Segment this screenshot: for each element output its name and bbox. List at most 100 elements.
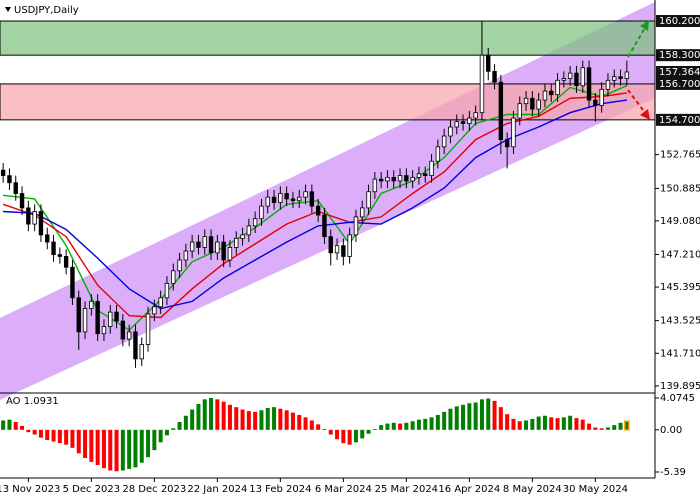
ao-bar <box>536 416 541 430</box>
candle-body <box>227 247 233 261</box>
ao-bar <box>246 411 251 430</box>
ao-bar <box>101 429 106 469</box>
candle-body <box>252 218 258 227</box>
candle-body <box>202 236 207 248</box>
candle-body <box>63 256 69 268</box>
ao-bar <box>448 408 453 430</box>
candle-body <box>82 308 88 333</box>
ao-bar <box>372 429 377 430</box>
candle-body <box>221 241 226 261</box>
candle-body <box>322 214 327 238</box>
ao-bar <box>423 418 428 430</box>
candle-body <box>108 311 113 327</box>
ao-bar <box>316 424 321 430</box>
ao-tick-label: 4.0745 <box>660 393 695 404</box>
candle-body <box>284 193 289 200</box>
candle-body <box>303 191 308 198</box>
ao-bar <box>398 423 403 430</box>
ao-bar <box>259 410 264 430</box>
ao-bar <box>542 415 547 430</box>
y-tick-label: 139.895 <box>660 381 700 392</box>
candle-body <box>593 99 598 106</box>
ao-bar <box>385 423 390 430</box>
ao-tick-label: 0.00 <box>660 425 682 436</box>
ao-bar <box>473 402 478 430</box>
plot <box>0 21 630 472</box>
ao-bar <box>524 420 529 430</box>
candle-body <box>360 207 365 218</box>
ao-bar <box>618 422 623 430</box>
level-box <box>656 113 700 126</box>
level-label: 158.300 <box>659 50 700 61</box>
level-box <box>656 49 700 62</box>
ao-bar <box>511 418 516 430</box>
x-tick-label: 16 Apr 2024 <box>438 484 500 495</box>
ao-bar <box>133 429 138 468</box>
ao-bar <box>240 409 245 430</box>
ao-bar <box>164 429 169 436</box>
candle-body <box>0 169 6 176</box>
x-tick-label: 22 Jan 2024 <box>187 484 247 495</box>
ao-bar <box>429 417 434 430</box>
ao-bar <box>51 429 56 442</box>
ao-bar <box>70 429 75 448</box>
candle-body <box>504 139 510 148</box>
candle-body <box>410 176 415 182</box>
ao-bar <box>587 423 592 430</box>
candle-body <box>315 205 321 216</box>
ao-bar <box>190 409 195 430</box>
candle-body <box>618 76 623 79</box>
level-box <box>656 65 700 78</box>
candle-body <box>530 97 535 110</box>
ao-bar <box>335 429 340 440</box>
ao-bar <box>549 417 554 430</box>
candle-body <box>523 97 529 105</box>
ao-bar <box>146 429 151 458</box>
candle-body <box>586 67 592 101</box>
ao-bar <box>498 407 503 430</box>
ao-bar <box>209 398 214 430</box>
candle-body <box>126 331 132 340</box>
y-tick-label: 141.710 <box>660 348 700 359</box>
candle-body <box>517 103 522 119</box>
ao-bar <box>64 429 69 445</box>
ao-bar <box>360 429 365 439</box>
ao-bar <box>76 429 81 454</box>
ao-bar <box>183 415 188 430</box>
x-tick-label: 13 Feb 2024 <box>249 484 311 495</box>
ao-bar <box>1 420 6 430</box>
y-tick-label: 150.885 <box>660 183 700 194</box>
ao-bar <box>158 429 163 443</box>
candle-body <box>435 146 441 162</box>
x-tick-label: 28 Dec 2023 <box>122 484 186 495</box>
candle-body <box>580 67 585 87</box>
symbol-menu[interactable] <box>5 7 11 12</box>
y-tick-label: 149.080 <box>660 216 700 227</box>
ao-bar <box>379 425 384 430</box>
ao-bar <box>612 425 617 430</box>
candle-body <box>101 326 107 335</box>
level-box <box>656 15 700 28</box>
up-arrow <box>627 25 647 58</box>
x-tick-label: 13 Nov 2023 <box>0 484 60 495</box>
candle-body <box>561 78 567 81</box>
candle-body <box>441 135 447 148</box>
candle-body <box>152 306 157 315</box>
symbol-title: USDJPY,Daily <box>14 5 79 16</box>
ao-bar <box>234 407 239 430</box>
candle-body <box>479 54 485 114</box>
candle-body <box>139 344 144 360</box>
down-arrow <box>627 89 647 115</box>
candle-body <box>57 254 63 257</box>
ao-bar <box>303 417 308 430</box>
candle-body <box>19 193 25 209</box>
ao-bar <box>95 429 100 466</box>
x-tick-label: 30 May 2024 <box>563 484 628 495</box>
ao-bar <box>479 399 484 430</box>
ao-bar <box>353 429 358 443</box>
candle-body <box>133 331 138 360</box>
candle-body <box>145 313 151 345</box>
level-label: 157.364 <box>659 67 700 78</box>
ao-bar <box>416 419 421 430</box>
ao-bar <box>278 408 283 430</box>
